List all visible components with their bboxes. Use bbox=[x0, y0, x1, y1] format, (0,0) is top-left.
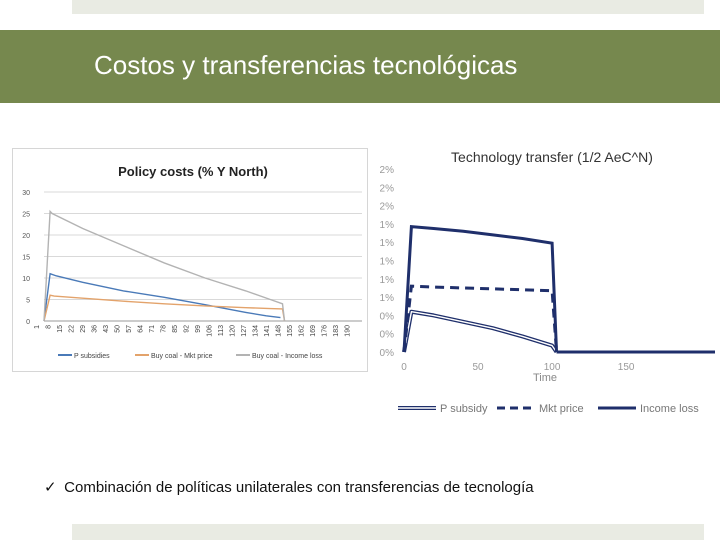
bullet-text: Combinación de políticas unilaterales co… bbox=[64, 479, 534, 496]
policy-costs-legend-label: Buy coal - Mkt price bbox=[151, 353, 213, 360]
policy-costs-ytick-label: 20 bbox=[22, 233, 30, 240]
policy-costs-xtick-label: 148 bbox=[276, 325, 283, 337]
tech-transfer-title: Technology transfer (1/2 AeC^N) bbox=[451, 149, 653, 165]
policy-costs-ytick-label: 0 bbox=[26, 319, 30, 326]
policy-costs-xtick-label: 127 bbox=[241, 325, 248, 337]
policy-costs-xtick-label: 57 bbox=[126, 325, 133, 333]
policy-costs-ytick-label: 5 bbox=[26, 298, 30, 305]
policy-costs-xtick-label: 50 bbox=[115, 325, 122, 333]
policy-costs-ytick-label: 30 bbox=[22, 190, 30, 197]
policy-costs-xtick-label: 43 bbox=[103, 325, 110, 333]
policy-costs-xtick-label: 141 bbox=[264, 325, 271, 337]
tech-transfer-ytick-label: 0% bbox=[380, 330, 395, 341]
policy-costs-xtick-label: 176 bbox=[322, 325, 329, 337]
tech-transfer-ytick-label: 0% bbox=[380, 311, 395, 322]
tech-transfer-ytick-label: 1% bbox=[380, 293, 395, 304]
policy-costs-xtick-label: 1 bbox=[34, 325, 41, 329]
policy-costs-xtick-label: 106 bbox=[207, 325, 214, 337]
policy-costs-series-line-0 bbox=[43, 272, 281, 322]
policy-costs-ytick-label: 15 bbox=[22, 255, 30, 262]
policy-costs-xtick-label: 120 bbox=[230, 325, 237, 337]
policy-costs-xtick-label: 99 bbox=[195, 325, 202, 333]
policy-costs-xtick-label: 36 bbox=[92, 325, 99, 333]
tech-transfer-ytick-label: 2% bbox=[380, 202, 395, 213]
tech-transfer-ytick-label: 2% bbox=[380, 183, 395, 194]
title-bar bbox=[0, 30, 720, 103]
tech-transfer-series-line-2 bbox=[402, 225, 559, 353]
policy-costs-xtick-label: 15 bbox=[57, 325, 64, 333]
top-decorative-strip bbox=[72, 0, 704, 14]
tech-transfer-ytick-label: 0% bbox=[380, 348, 395, 359]
policy-costs-xtick-label: 183 bbox=[333, 325, 340, 337]
policy-costs-title: Policy costs (% Y North) bbox=[118, 164, 268, 179]
policy-costs-xtick-label: 134 bbox=[253, 325, 260, 337]
tech-transfer-series-line-0 bbox=[402, 309, 559, 354]
slide-title: Costos y transferencias tecnológicas bbox=[94, 50, 518, 80]
policy-costs-xtick-label: 85 bbox=[172, 325, 179, 333]
tech-transfer-ytick-label: 1% bbox=[380, 220, 395, 231]
policy-costs-xtick-label: 22 bbox=[69, 325, 76, 333]
policy-costs-ytick-label: 10 bbox=[22, 276, 30, 283]
policy-costs-series-line-2 bbox=[43, 209, 286, 322]
tech-transfer-legend-label: Mkt price bbox=[539, 403, 584, 415]
policy-costs-legend-label: Buy coal - Income loss bbox=[252, 353, 323, 360]
bottom-decorative-strip bbox=[72, 524, 704, 540]
tech-transfer-legend-label: P subsidy bbox=[440, 403, 488, 415]
policy-costs-xtick-label: 190 bbox=[345, 325, 352, 337]
policy-costs-xtick-label: 64 bbox=[138, 325, 145, 333]
policy-costs-series-line-1 bbox=[43, 294, 286, 322]
tech-transfer-xtick-label: 150 bbox=[618, 362, 635, 373]
tech-transfer-ytick-label: 1% bbox=[380, 275, 395, 286]
policy-costs-xtick-label: 162 bbox=[299, 325, 306, 337]
tech-transfer-xtick-label: 0 bbox=[401, 362, 407, 373]
tech-transfer-ytick-label: 2% bbox=[380, 165, 395, 176]
bullet-point: ✓ Combinación de políticas unilaterales … bbox=[44, 478, 534, 496]
tech-transfer-legend-label: Income loss bbox=[640, 403, 699, 415]
policy-costs-xtick-label: 113 bbox=[218, 325, 225, 336]
policy-costs-xtick-label: 169 bbox=[310, 325, 317, 337]
policy-costs-xtick-label: 92 bbox=[184, 325, 191, 333]
tech-transfer-xtick-label: 50 bbox=[472, 362, 484, 373]
policy-costs-xtick-label: 155 bbox=[287, 325, 294, 337]
policy-costs-ytick-label: 25 bbox=[22, 212, 30, 219]
policy-costs-chart-frame bbox=[12, 148, 368, 372]
policy-costs-legend-label: P subsidies bbox=[74, 353, 110, 360]
policy-costs-xtick-label: 29 bbox=[80, 325, 87, 333]
policy-costs-xtick-label: 8 bbox=[46, 325, 53, 329]
tech-transfer-series-line-1 bbox=[402, 284, 559, 353]
policy-costs-xtick-label: 78 bbox=[161, 325, 168, 333]
tech-transfer-ytick-label: 1% bbox=[380, 238, 395, 249]
checkmark-icon: ✓ bbox=[44, 479, 57, 496]
tech-transfer-xtick-label: 100 bbox=[544, 362, 561, 373]
tech-transfer-series-line-inner-0 bbox=[403, 311, 558, 353]
tech-transfer-ytick-label: 1% bbox=[380, 257, 395, 268]
tech-transfer-xlabel: Time bbox=[533, 372, 557, 384]
policy-costs-xtick-label: 71 bbox=[149, 325, 156, 333]
